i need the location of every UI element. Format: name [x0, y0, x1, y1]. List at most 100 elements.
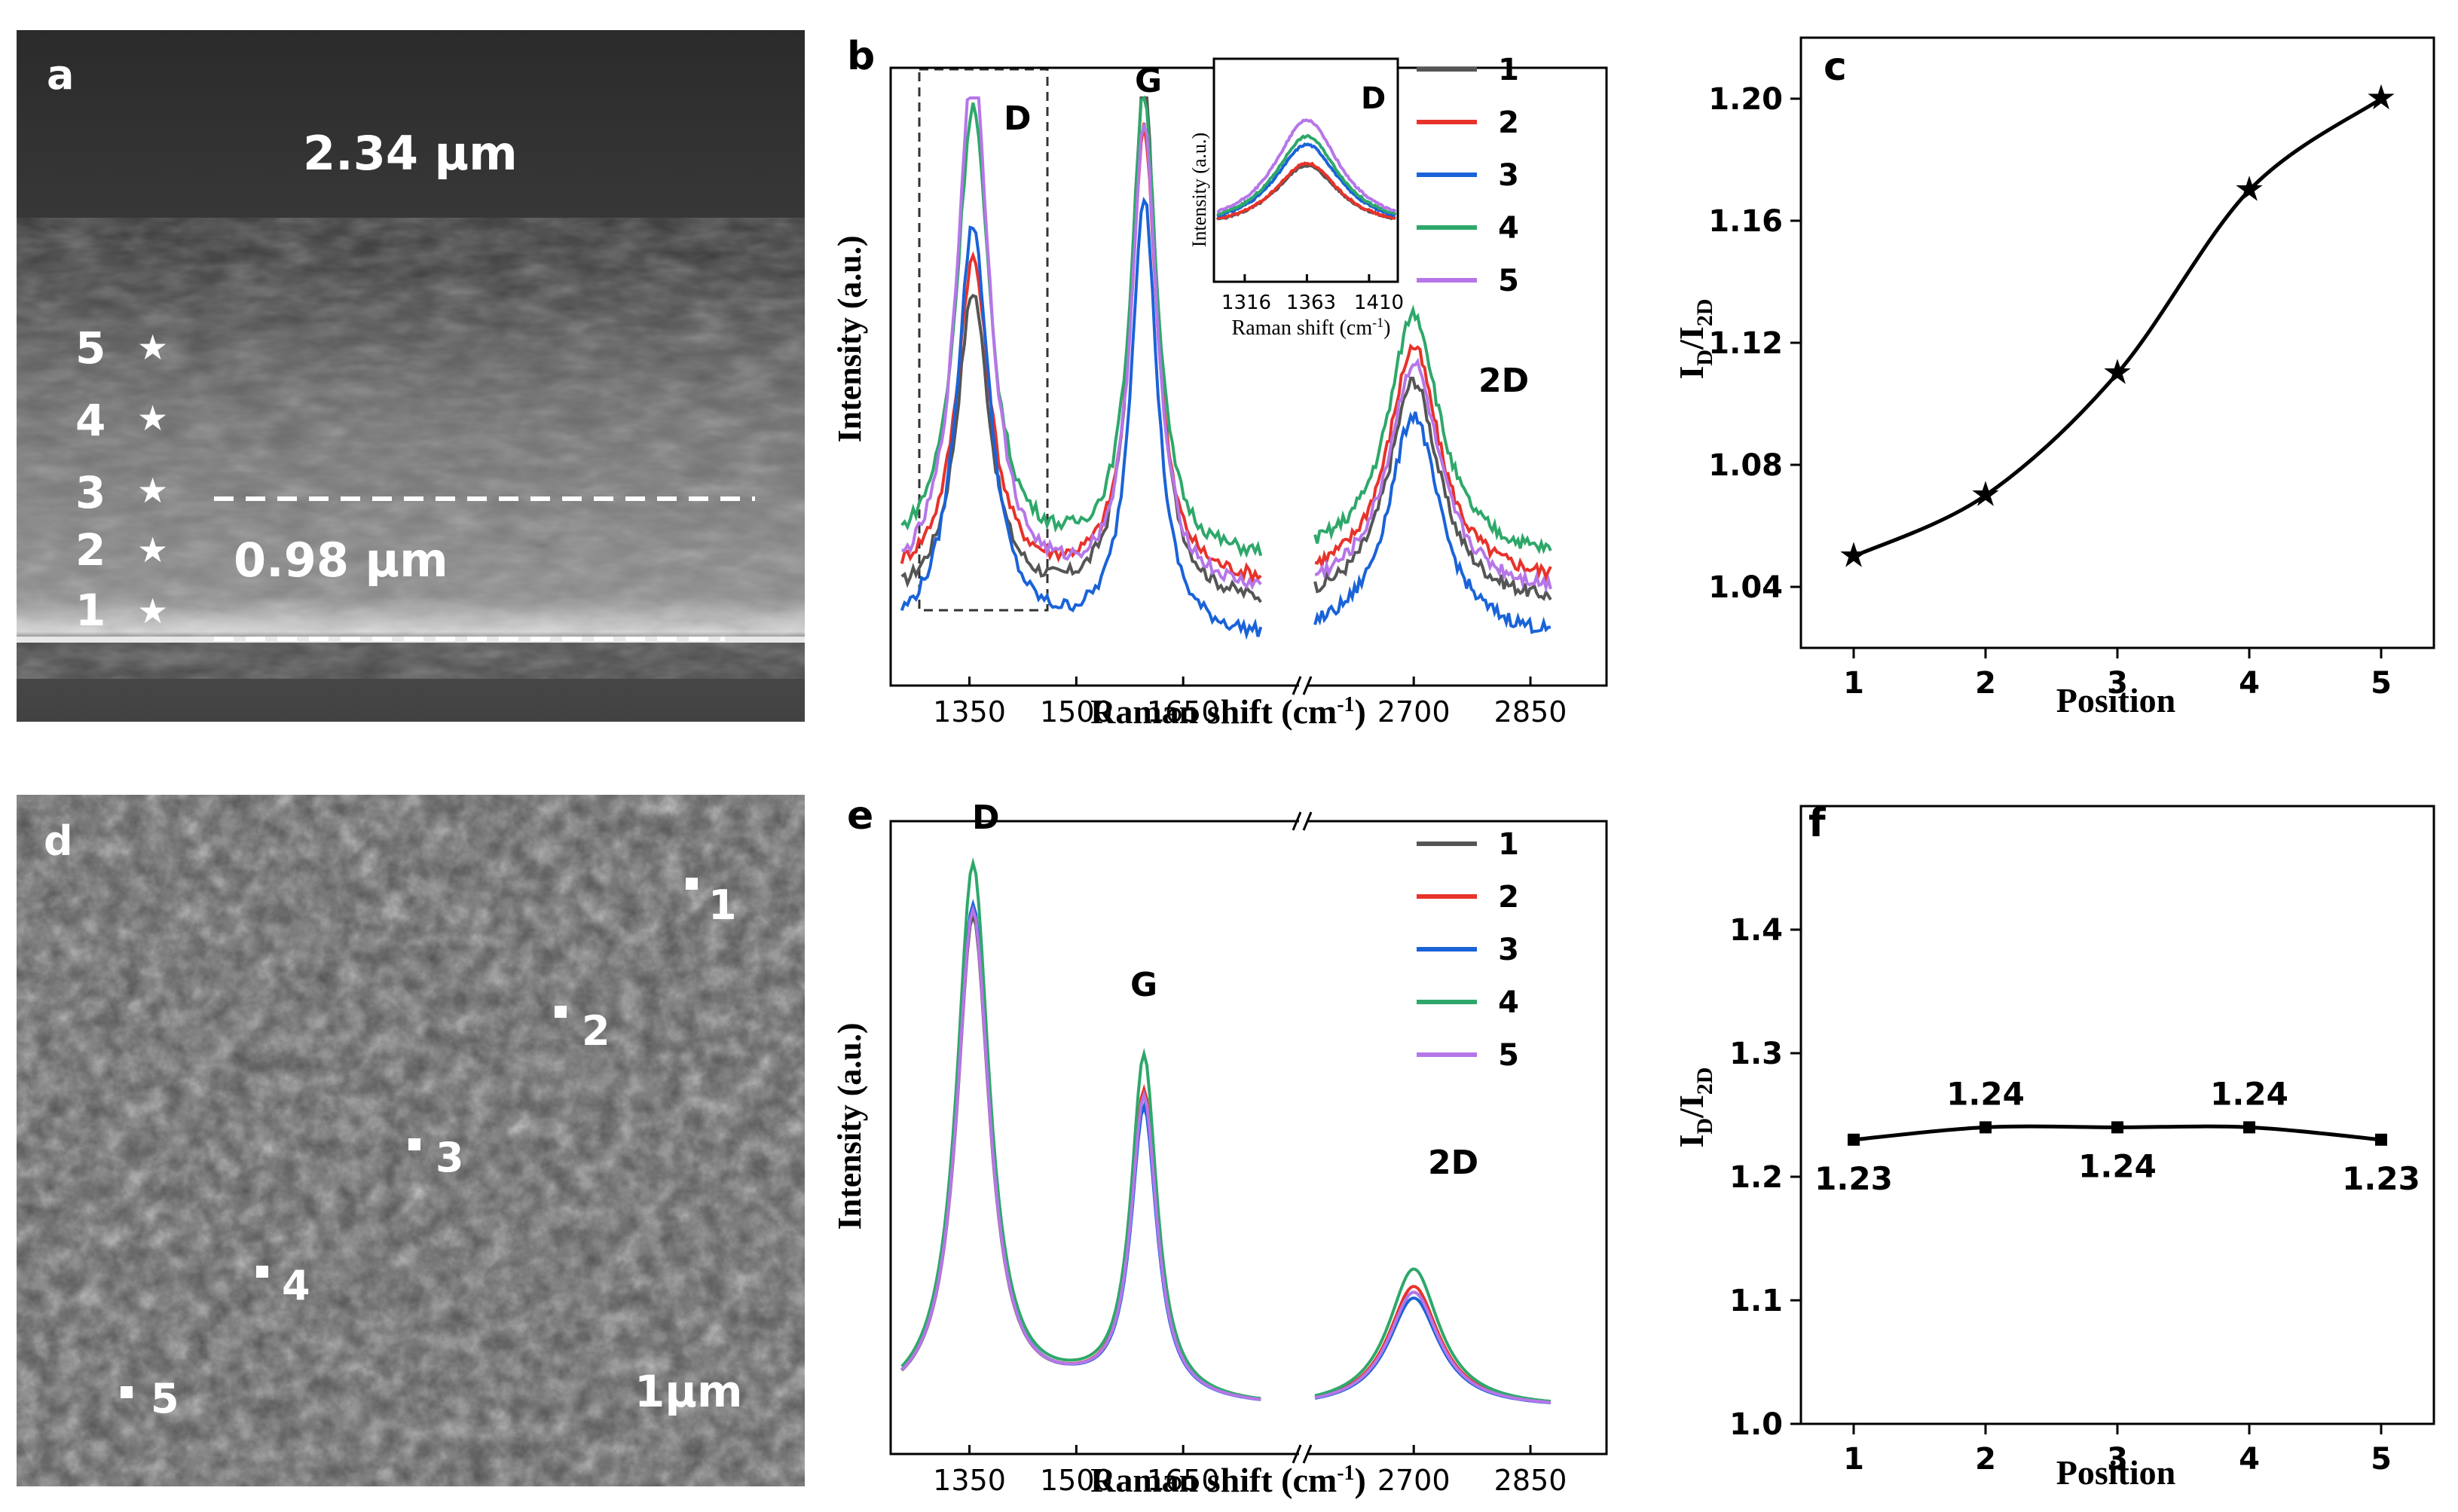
peak-label-d: D — [972, 799, 1000, 837]
data-point-star-icon: ★ — [2102, 352, 2132, 393]
x-tick-label: 1650 — [1147, 695, 1220, 729]
inset-tick-label: 1410 — [1354, 292, 1404, 314]
panel-f-label: f — [1808, 801, 1827, 846]
inset-x-axis-label: Raman shift (cm-1) — [1232, 315, 1391, 340]
spectrum-line-1 — [900, 96, 1262, 603]
spectrum-line-5 — [901, 96, 1262, 591]
inset-y-axis-label: Intensity (a.u.) — [1188, 133, 1210, 247]
x-tick-label: 5 — [2371, 666, 2392, 701]
x-axis-label: Position — [2056, 681, 2175, 719]
y-axis-label: ID/I2D — [1672, 1068, 1717, 1148]
raman-chart-e: e 1350 1500 1650 2700 2850 D G 2D 1 2 3 4 5 Inte… — [831, 793, 1608, 1499]
sem-cross-section-image: a 2.34 μm 0.98 μm 5 4 3 2 1 ★ ★ ★ ★ ★ — [17, 30, 805, 722]
data-point-star-icon: ★ — [2365, 77, 2396, 118]
x-tick-label: 1350 — [933, 695, 1006, 729]
data-label: 1.23 — [2342, 1160, 2420, 1197]
star-icon: ★ — [137, 327, 168, 368]
axis-frame-left — [889, 820, 1299, 1455]
y-tick-label: 1.3 — [1729, 1037, 1783, 1071]
x-tick-label: 2850 — [1494, 695, 1567, 729]
star-icon: ★ — [137, 591, 168, 631]
data-point — [1980, 1121, 1992, 1134]
spectrum-line-2d-2 — [1314, 343, 1552, 582]
inset-chart: D Intensity (a.u.) 1316 1363 1410 Raman … — [1188, 57, 1404, 340]
legend-label-4: 4 — [1498, 211, 1519, 246]
inset-line-2 — [1216, 161, 1396, 220]
data-label: 1.24 — [2078, 1147, 2157, 1184]
y-tick-label: 1.08 — [1708, 448, 1783, 483]
data-point-star-icon: ★ — [2233, 169, 2264, 209]
x-tick-label: 1350 — [933, 1464, 1006, 1497]
spectrum-line-2d-1 — [1313, 376, 1552, 601]
position-label-4: 4 — [75, 395, 105, 446]
trend-line — [1852, 96, 2383, 558]
y-axis-label: Intensity (a.u.) — [831, 235, 868, 442]
data-label: 1.24 — [2210, 1075, 2288, 1112]
axis-break-mark — [1302, 1444, 1313, 1464]
data-point — [2375, 1133, 2387, 1146]
x-tick-label: 2700 — [1377, 695, 1451, 729]
ratio-chart-f: 1 2 3 4 5 1.0 1.1 1.2 1.3 1.4 1.23 1.24 1.24 1.24 1.23… — [1672, 801, 2435, 1492]
x-tick-label: 3 — [2107, 666, 2128, 701]
x-tick-label: 4 — [2239, 1442, 2260, 1477]
inset-line-4 — [1216, 133, 1397, 216]
y-tick-label: 1.12 — [1708, 326, 1783, 361]
star-icon: ★ — [137, 470, 168, 511]
y-tick-label: 1.16 — [1708, 204, 1783, 239]
x-tick-label: 3 — [2107, 1442, 2128, 1477]
data-point — [2111, 1121, 2123, 1134]
peak-label-d: D — [1004, 99, 1032, 138]
inset-tick-label: 1316 — [1221, 292, 1271, 314]
point-label-2: 2 — [582, 1007, 610, 1055]
x-tick-label: 1 — [1843, 1442, 1864, 1477]
x-tick-label: 5 — [2371, 1442, 2392, 1477]
legend-label-4: 4 — [1498, 985, 1519, 1020]
axis-break-mark — [1292, 811, 1302, 831]
position-label-1: 1 — [75, 585, 105, 636]
axis-break-mark — [1292, 676, 1302, 695]
y-axis-label: Intensity (a.u.) — [831, 1022, 868, 1229]
spectrum-line-2d-3 — [1313, 411, 1551, 634]
spectrum-line-2 — [900, 904, 1261, 1401]
point-label-3: 3 — [436, 1134, 464, 1181]
point-label-4: 4 — [282, 1262, 310, 1309]
y-tick-label: 1.1 — [1729, 1284, 1783, 1318]
spectrum-line-4 — [900, 857, 1261, 1401]
spectrum-line-1 — [900, 910, 1261, 1401]
spectrum-line-3 — [900, 197, 1263, 640]
plot-frame — [1799, 805, 2435, 1425]
x-axis-label: Raman shift (cm-1) — [1090, 1461, 1366, 1499]
spectrum-line-5 — [900, 904, 1261, 1401]
legend-label-5: 5 — [1498, 1038, 1519, 1073]
spectrum-line-3 — [900, 898, 1261, 1401]
peak-label-2d: 2D — [1428, 1144, 1478, 1182]
film-thickness-bottom: 0.98 μm — [234, 533, 448, 588]
x-tick-label: 1 — [1843, 666, 1864, 701]
x-axis-label: Position — [2056, 1453, 2175, 1492]
axis-break-mark — [1302, 811, 1313, 831]
x-tick-label: 1500 — [1040, 1464, 1113, 1497]
panel-d-label: d — [44, 817, 73, 865]
inset-tick-label: 1363 — [1286, 292, 1336, 314]
point-marker-1 — [686, 878, 698, 890]
axis-break-mark — [1302, 676, 1313, 695]
spectrum-line-2d-5 — [1314, 1291, 1552, 1404]
position-label-3: 3 — [75, 467, 105, 518]
sem-top-view-image: d 1 2 3 4 5 1μm — [17, 795, 805, 1486]
raman-chart-b: b 1350 1500 1650 2700 2850 D G 2D D Intensit… — [831, 34, 1608, 731]
y-axis-label: ID/I2D — [1672, 299, 1717, 380]
peak-label-g: G — [1135, 62, 1162, 100]
plot-frame — [1799, 36, 2435, 649]
data-label: 1.24 — [1946, 1075, 2025, 1112]
legend-label-5: 5 — [1498, 264, 1519, 298]
data-point-star-icon: ★ — [1970, 474, 2001, 515]
x-tick-label: 1650 — [1147, 1464, 1220, 1497]
axis-frame-right — [1307, 820, 1608, 1455]
point-marker-3 — [408, 1138, 420, 1150]
x-tick-label: 1500 — [1040, 695, 1113, 729]
axis-frame-left — [889, 66, 1299, 687]
point-marker-4 — [256, 1266, 268, 1278]
scale-bar-label: 1μm — [634, 1366, 742, 1417]
legend-label-1: 1 — [1498, 827, 1519, 862]
y-tick-label: 1.0 — [1729, 1407, 1783, 1442]
